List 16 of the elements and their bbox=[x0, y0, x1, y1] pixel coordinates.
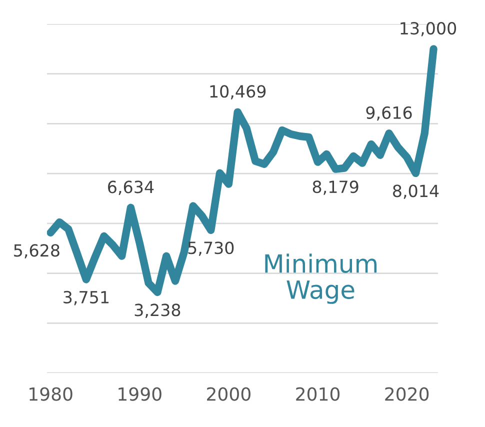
x-tick-label: 2020 bbox=[385, 387, 429, 401]
data-label: 3,751 bbox=[64, 290, 109, 306]
x-tick-label: 2000 bbox=[207, 387, 250, 401]
data-label: 5,730 bbox=[188, 242, 234, 256]
data-label: 13,000 bbox=[400, 22, 456, 36]
data-label: 3,238 bbox=[134, 304, 180, 318]
x-tick-label: 1980 bbox=[30, 387, 72, 401]
data-label: 5,628 bbox=[14, 244, 60, 258]
data-label: 6,634 bbox=[108, 180, 154, 195]
data-label: 8,179 bbox=[312, 180, 358, 195]
data-label: 10,469 bbox=[210, 85, 266, 100]
text: Minimum Wage bbox=[265, 254, 377, 304]
data-label: 9,616 bbox=[366, 106, 412, 121]
x-tick-label: 1990 bbox=[118, 387, 162, 401]
data-label: 8,014 bbox=[393, 184, 439, 199]
x-tick-label: 2010 bbox=[296, 387, 340, 401]
